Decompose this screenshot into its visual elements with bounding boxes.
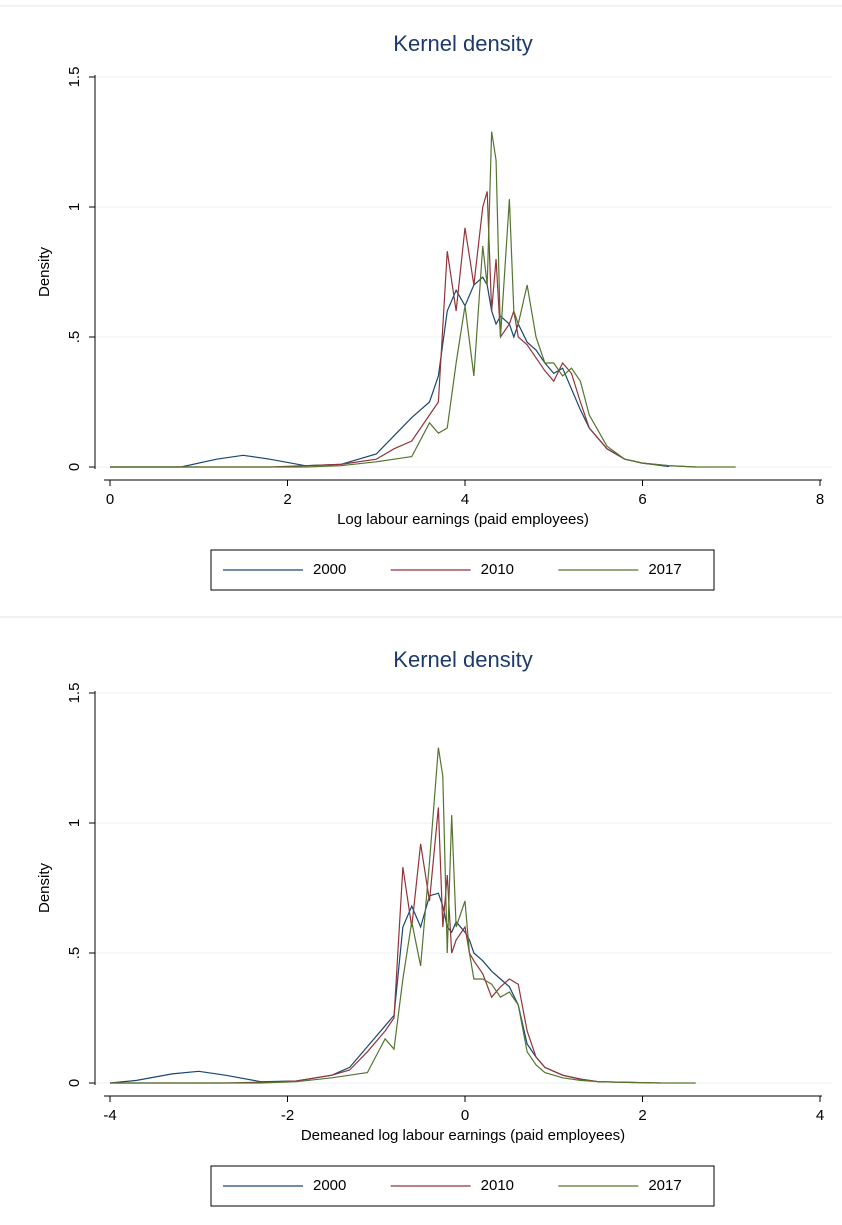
chart-title: Kernel density <box>393 647 532 672</box>
legend-label: 2017 <box>648 561 681 578</box>
data-line <box>110 807 661 1084</box>
chart: Kernel density 0 .5 1 1.5 Density 0 2 4 6 8 Log lab… <box>36 31 832 591</box>
x-tick-label: 0 <box>461 1107 469 1124</box>
y-tick-label: .5 <box>66 331 83 344</box>
x-tick-label: 2 <box>638 1107 646 1124</box>
y-tick-label: 1 <box>66 203 83 211</box>
legend-label: 2017 <box>648 1177 681 1194</box>
y-tick-label: 0 <box>66 1079 83 1087</box>
x-tick-label: -4 <box>103 1107 116 1124</box>
data-line <box>110 191 696 468</box>
legend-label: 2000 <box>313 1177 346 1194</box>
x-tick-label: -2 <box>281 1107 294 1124</box>
y-tick-label: .5 <box>66 947 83 960</box>
legend-label: 2010 <box>481 1177 514 1194</box>
y-axis-label: Density <box>36 246 53 297</box>
legend-label: 2010 <box>481 561 514 578</box>
y-tick-label: 1 <box>66 819 83 827</box>
data-line <box>110 276 670 468</box>
y-tick-label: 0 <box>66 463 83 471</box>
x-tick-label: 8 <box>816 491 824 508</box>
x-tick-label: 0 <box>106 491 114 508</box>
x-axis-label: Log labour earnings (paid employees) <box>337 511 589 528</box>
chart-title: Kernel density <box>393 31 532 56</box>
y-tick-label: 1.5 <box>66 683 83 704</box>
data-line <box>109 892 634 1084</box>
y-axis-label: Density <box>36 862 53 913</box>
x-tick-label: 6 <box>638 491 646 508</box>
data-line <box>110 747 696 1084</box>
data-line <box>110 131 736 468</box>
x-tick-label: 4 <box>461 491 469 508</box>
x-tick-label: 2 <box>283 491 291 508</box>
legend-label: 2000 <box>313 561 346 578</box>
chart: Kernel density 0 .5 1 1.5 Density -4 -2 0 2 4 Demea… <box>36 647 832 1207</box>
y-tick-label: 1.5 <box>66 67 83 88</box>
x-tick-label: 4 <box>816 1107 824 1124</box>
x-axis-label: Demeaned log labour earnings (paid emplo… <box>301 1127 625 1144</box>
